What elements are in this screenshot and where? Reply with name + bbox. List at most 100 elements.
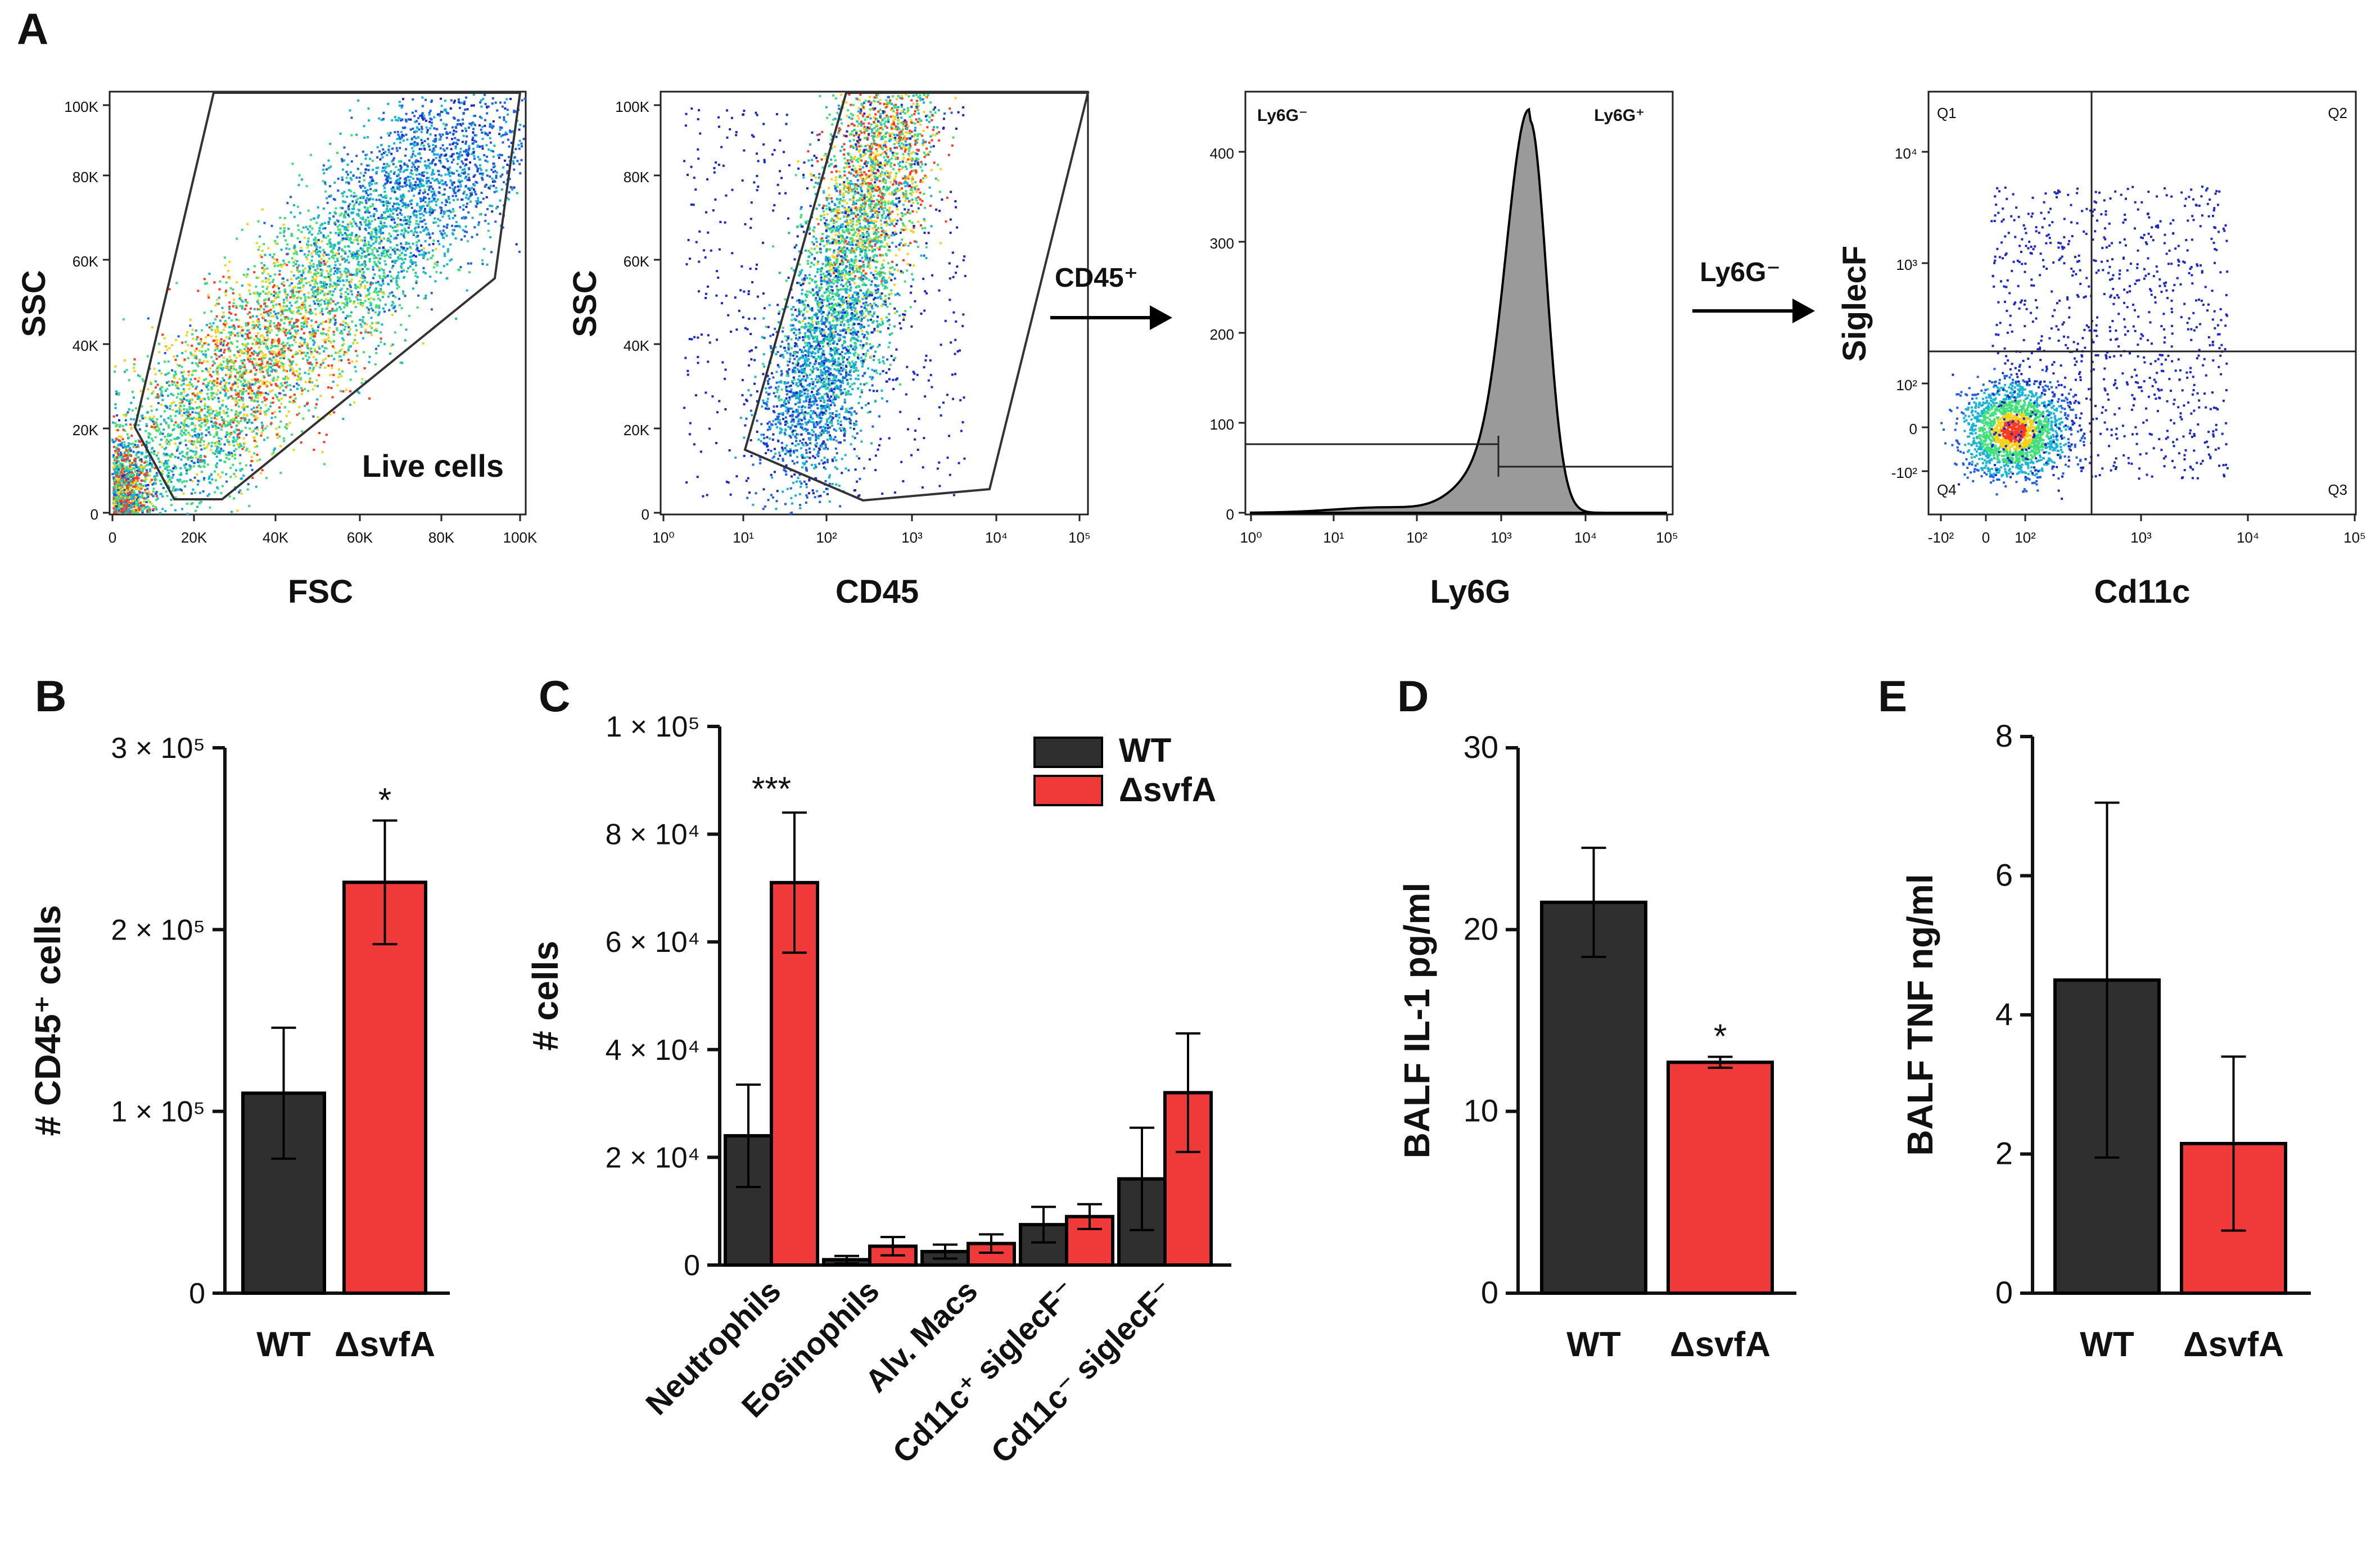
event-dot — [360, 223, 363, 225]
event-dot — [302, 317, 304, 319]
event-dot — [383, 237, 385, 240]
event-dot — [341, 179, 344, 181]
event-dot — [215, 392, 218, 395]
event-dot — [279, 324, 281, 327]
event-dot — [273, 449, 275, 451]
event-dot — [494, 180, 496, 183]
event-dot — [486, 174, 489, 177]
event-dot — [266, 425, 268, 427]
event-dot — [303, 332, 305, 335]
event-dot — [255, 362, 258, 364]
event-dot — [237, 351, 240, 353]
event-dot — [511, 188, 513, 191]
event-dot — [194, 477, 196, 479]
event-dot — [440, 272, 442, 274]
event-dot — [392, 302, 395, 305]
event-dot — [230, 331, 232, 333]
event-dot — [263, 392, 265, 395]
event-dot — [461, 154, 463, 156]
event-dot — [272, 397, 274, 399]
event-dot — [326, 168, 328, 170]
event-dot — [215, 464, 217, 467]
event-dot — [295, 263, 297, 265]
event-dot — [159, 480, 161, 482]
event-dot — [198, 414, 201, 417]
event-dot — [247, 358, 249, 360]
event-dot — [142, 380, 144, 382]
event-dot — [393, 202, 395, 205]
event-dot — [250, 347, 252, 349]
event-dot — [411, 189, 413, 192]
event-dot — [165, 405, 168, 408]
event-dot — [461, 172, 463, 174]
event-dot — [295, 364, 297, 366]
event-dot — [240, 417, 242, 419]
event-dot — [302, 306, 304, 308]
event-dot — [273, 351, 276, 353]
event-dot — [502, 166, 504, 169]
event-dot — [241, 360, 243, 362]
event-dot — [246, 223, 249, 225]
event-dot — [309, 262, 311, 264]
event-dot — [322, 169, 324, 171]
event-dot — [278, 435, 281, 437]
event-dot — [168, 424, 170, 427]
event-dot — [234, 454, 236, 456]
event-dot — [315, 273, 317, 275]
event-dot — [221, 424, 223, 426]
event-dot — [334, 198, 336, 201]
event-dot — [318, 254, 320, 256]
event-dot — [392, 163, 395, 165]
event-dot — [497, 154, 499, 156]
event-dot — [276, 259, 278, 261]
event-dot — [349, 300, 351, 302]
event-dot — [194, 434, 196, 436]
event-dot — [235, 305, 237, 308]
event-dot — [382, 275, 385, 277]
event-dot — [350, 177, 352, 179]
event-dot — [260, 392, 263, 394]
event-dot — [405, 328, 408, 331]
event-dot — [142, 417, 144, 419]
event-dot — [216, 358, 218, 360]
event-dot — [438, 174, 440, 176]
event-dot — [362, 277, 364, 279]
event-dot — [365, 168, 367, 170]
event-dot — [442, 123, 445, 125]
event-dot — [311, 334, 313, 336]
event-dot — [259, 254, 261, 256]
event-dot — [316, 398, 318, 400]
event-dot — [427, 258, 429, 260]
event-dot — [410, 169, 413, 171]
event-dot — [201, 370, 204, 372]
event-dot — [398, 204, 400, 206]
event-dot — [308, 296, 310, 299]
event-dot — [288, 359, 290, 361]
event-dot — [246, 414, 249, 416]
event-dot — [322, 359, 324, 361]
event-dot — [359, 270, 361, 273]
event-dot — [246, 406, 248, 408]
event-dot — [329, 246, 331, 248]
event-dot — [296, 414, 299, 416]
event-dot — [179, 442, 181, 445]
event-dot — [265, 299, 267, 301]
event-dot — [341, 239, 343, 241]
event-dot — [261, 281, 264, 283]
event-dot — [177, 446, 179, 448]
event-dot — [243, 274, 245, 276]
event-dot — [371, 322, 373, 324]
event-dot — [323, 251, 326, 254]
event-dot — [224, 425, 227, 427]
event-dot — [225, 290, 227, 292]
event-dot — [230, 419, 232, 422]
event-dot — [357, 168, 359, 170]
event-dot — [434, 138, 436, 141]
event-dot — [207, 389, 209, 391]
event-dot — [310, 272, 312, 274]
event-dot — [216, 434, 218, 436]
event-dot — [489, 123, 491, 125]
event-dot — [451, 225, 453, 227]
event-dot — [421, 139, 423, 141]
event-dot — [421, 254, 423, 256]
